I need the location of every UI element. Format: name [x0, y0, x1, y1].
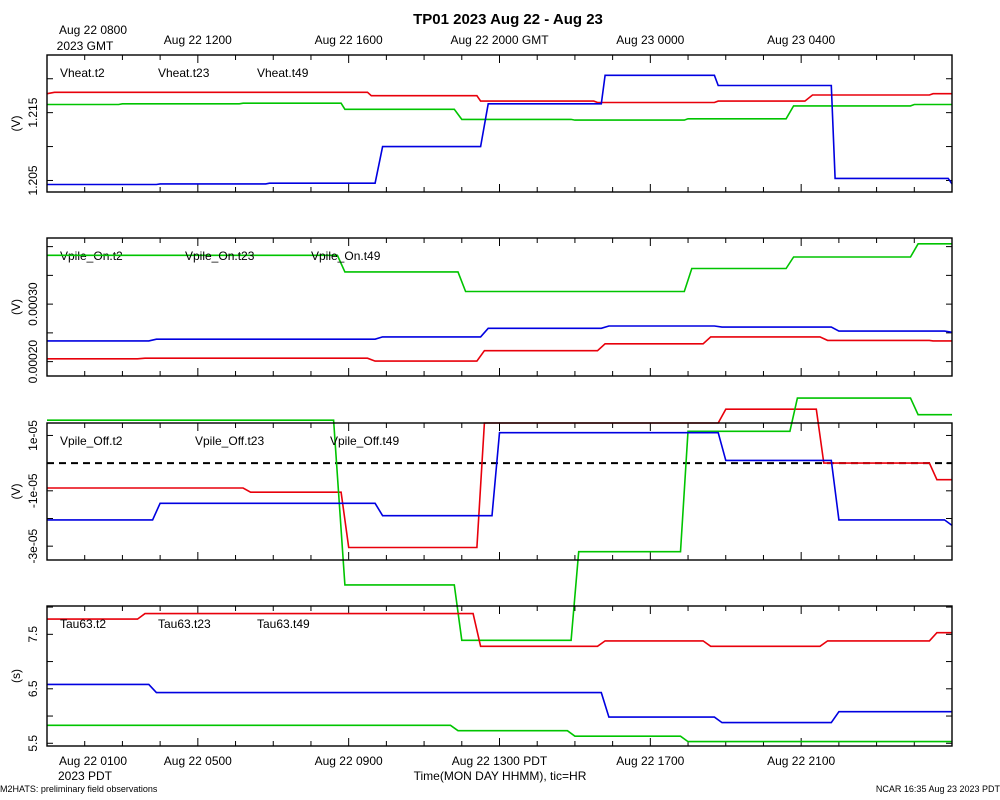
y-axis-label: (V) — [9, 299, 23, 315]
legend-entry: Vpile_Off.t2 — [60, 434, 123, 448]
series-line-vpile-off-t49 — [47, 431, 953, 527]
legend-entry: Vpile_On.t23 — [185, 249, 255, 263]
series-line-vpile-on-t49 — [47, 325, 953, 342]
y-tick-label: 7.5 — [26, 626, 40, 643]
panel-vheat: 1.205 1.215(V) Vheat.t2 Vheat.t23 Vheat.t49 — [9, 54, 953, 195]
series-line-vheat-t49 — [47, 74, 953, 186]
y-axis-label: (V) — [9, 116, 23, 132]
legend-entry: Vpile_On.t49 — [311, 249, 381, 263]
top-axis-label: Aug 23 0000 — [616, 33, 684, 47]
y-tick-label: 0.00020 — [26, 340, 40, 384]
series-line-vheat-t2 — [46, 91, 952, 104]
panel-vpile_off: -3e-05 -1e-05 1e-05 (V) Vpile_Off.t2 Vpile_Of… — [9, 397, 953, 642]
chart-title: TP01 2023 Aug 22 - Aug 23 — [413, 11, 603, 28]
series-line-vpile-off-t23 — [47, 397, 952, 642]
series-line-vpile-on-t2 — [47, 336, 952, 362]
legend-entry: Tau63.t2 — [60, 617, 106, 631]
footer-right: NCAR 16:35 Aug 23 2023 PDT — [876, 784, 1000, 794]
legend-entry: Tau63.t49 — [257, 617, 310, 631]
y-tick-label: -3e-05 — [26, 528, 40, 563]
footer-left: M2HATS: preliminary field observations — [0, 784, 158, 794]
y-tick-label: 1.215 — [26, 97, 40, 127]
legend-entry: Tau63.t23 — [158, 617, 211, 631]
panel-frame — [46, 237, 953, 377]
y-tick-label: 1.205 — [26, 165, 40, 195]
y-axis-label: (s) — [9, 669, 23, 683]
y-tick-label: 0.00030 — [26, 282, 40, 326]
y-axis-label: (V) — [9, 484, 23, 500]
y-tick-label: 1e-05 — [26, 420, 40, 451]
series-line-tau63-t23 — [47, 724, 952, 743]
series-line-vheat-t23 — [47, 102, 952, 121]
series-line-tau63-t2 — [47, 612, 952, 648]
top-axis-first-label: Aug 22 0800 — [59, 23, 127, 37]
panel-tau63: 5.5 6.5 7.5 (s) Tau63.t2 Tau63.t23 Tau63.t49 — [9, 605, 953, 752]
panel-frame — [46, 54, 953, 193]
top-axis-label: Aug 23 0400 — [767, 33, 835, 47]
y-tick-label: 5.5 — [26, 735, 40, 752]
top-axis-first-sublabel: 2023 GMT — [57, 39, 114, 53]
y-tick-label: 6.5 — [26, 680, 40, 697]
bottom-axis-label: Aug 22 1300 PDT — [452, 754, 548, 768]
top-axis-label: Aug 22 2000 GMT — [450, 33, 549, 47]
series-line-vpile-on-t23 — [47, 243, 952, 293]
legend-entry: Vheat.t2 — [60, 66, 105, 80]
panel-frame — [46, 605, 953, 747]
top-axis-label: Aug 22 1600 — [315, 33, 383, 47]
legend-entry: Vpile_Off.t49 — [330, 434, 399, 448]
legend-entry: Vheat.t23 — [158, 66, 210, 80]
top-axis-labels: Aug 22 1200 Aug 22 1600 Aug 22 2000 GMT Aug… — [164, 33, 836, 47]
bottom-axis-label: Aug 22 2100 — [767, 754, 835, 768]
bottom-axis-first-sublabel: 2023 PDT — [58, 769, 113, 783]
y-tick-label: -1e-05 — [26, 473, 40, 508]
legend-entry: Vheat.t49 — [257, 66, 309, 80]
top-axis-label: Aug 22 1200 — [164, 33, 232, 47]
panel-frame — [46, 422, 953, 561]
series-line-tau63-t49 — [47, 683, 952, 724]
bottom-axis-labels: Aug 22 0500 Aug 22 0900 Aug 22 1300 PDT Aug… — [164, 754, 836, 768]
bottom-axis-label: Aug 22 0900 — [315, 754, 383, 768]
x-axis-title: Time(MON DAY HHMM), tic=HR — [414, 769, 587, 783]
legend-entry: Vpile_Off.t23 — [195, 434, 264, 448]
bottom-axis-first-label: Aug 22 0100 — [59, 754, 127, 768]
bottom-axis-label: Aug 22 1700 — [616, 754, 684, 768]
bottom-axis-label: Aug 22 0500 — [164, 754, 232, 768]
